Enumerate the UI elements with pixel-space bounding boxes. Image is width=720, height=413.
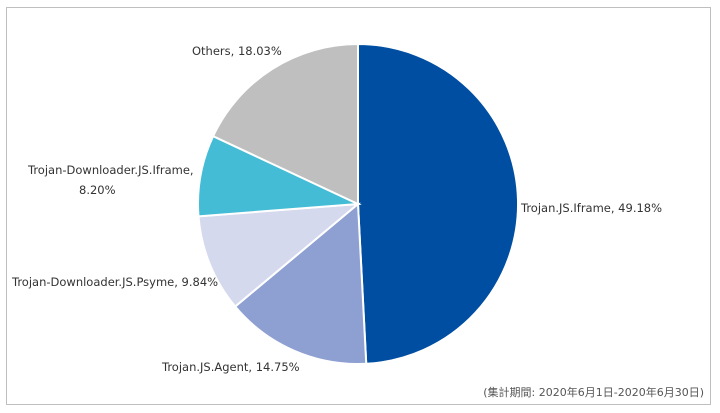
pie-slice-trojan-js-iframe	[357, 42, 520, 365]
slice-label-trojan-js-iframe: Trojan.JS.Iframe, 49.18%	[520, 201, 662, 215]
slice-label-trojan-js-agent: Trojan.JS.Agent, 14.75%	[161, 360, 300, 374]
slice-label-trojan-downloader-js-iframe-line2: 8.20%	[79, 183, 116, 197]
slice-label-trojan-downloader-js-iframe-line1: Trojan-Downloader.JS.Iframe,	[27, 163, 194, 177]
pie-slice-others	[211, 42, 359, 206]
period-note: (集計期間: 2020年6月1日-2020年6月30日)	[483, 385, 704, 399]
slice-label-trojan-downloader-js-psyme: Trojan-Downloader.JS.Psyme, 9.84%	[11, 275, 218, 289]
slice-label-others: Others, 18.03%	[192, 44, 282, 58]
pie-slice-trojan-downloader-js-psyme	[197, 202, 362, 308]
pie-slice-trojan-js-agent	[233, 201, 368, 365]
pie-slices	[197, 42, 520, 365]
